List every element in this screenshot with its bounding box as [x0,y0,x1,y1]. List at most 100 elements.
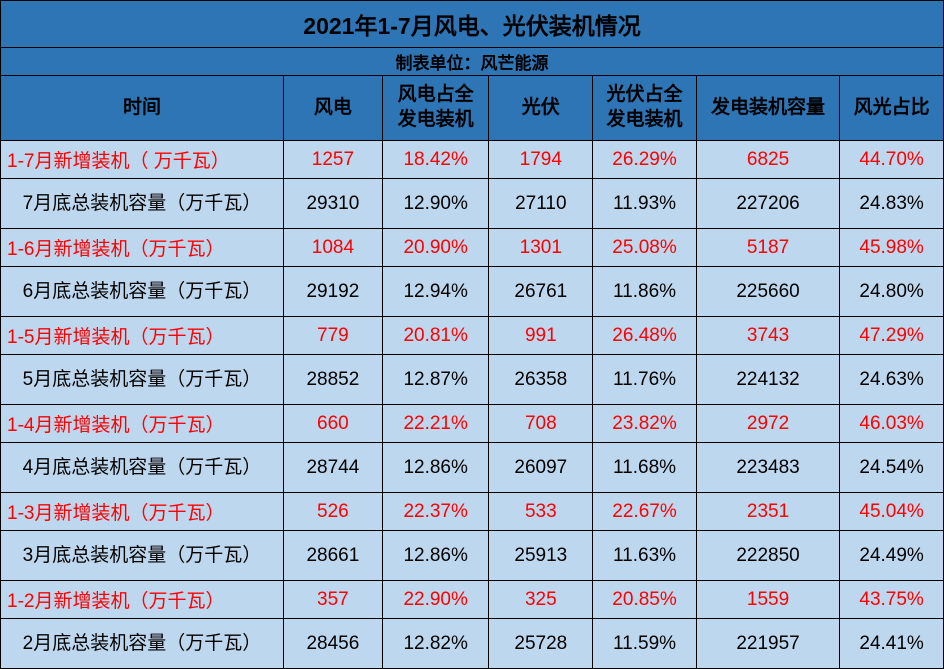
table-head-section: 2021年1-7月风电、光伏装机情况 制表单位：风芒能源 时间 风电 风电占全 … [0,0,944,141]
gen-capacity-value: 221957 [695,618,841,669]
solar-share-value: 11.76% [592,354,697,405]
solar-value: 27110 [488,178,594,229]
time-label: 1-7月新增装机（ 万千瓦） [0,140,284,179]
solar-share-value: 26.48% [592,316,697,355]
table-body: 1-7月新增装机（ 万千瓦） 1257 18.42% 1794 26.29% 6825 44… [0,140,944,669]
wind-share-value: 12.82% [381,618,490,669]
table-row: 2月底总装机容量（万千瓦） 28456 12.82% 25728 11.59% 22195… [0,618,944,669]
time-label: 5月底总装机容量（万千瓦） [0,354,284,405]
solar-value: 26097 [488,442,594,493]
table-row: 7月底总装机容量（万千瓦） 29310 12.90% 27110 11.93% 22720… [0,178,944,229]
table-row: 1-3月新增装机（万千瓦） 526 22.37% 533 22.67% 2351 45.04… [0,492,944,531]
wind-solar-ratio-value: 45.98% [839,228,944,267]
wind-value: 29192 [282,266,383,317]
page-title: 2021年1-7月风电、光伏装机情况 [0,0,944,48]
time-label: 1-4月新增装机（万千瓦） [0,404,284,443]
wind-share-value: 12.86% [381,442,490,493]
gen-capacity-value: 2972 [695,404,841,443]
wind-value: 28661 [282,530,383,581]
time-label: 1-3月新增装机（万千瓦） [0,492,284,531]
wind-value: 28456 [282,618,383,669]
wind-solar-ratio-value: 44.70% [839,140,944,179]
column-header-wind-solar-ratio: 风光占比 [839,75,944,141]
table-row: 1-6月新增装机（万千瓦） 1084 20.90% 1301 25.08% 5187 45.… [0,228,944,267]
wind-share-value: 18.42% [381,140,490,179]
wind-share-value: 22.37% [381,492,490,531]
wind-value: 28852 [282,354,383,405]
table-row: 1-7月新增装机（ 万千瓦） 1257 18.42% 1794 26.29% 6825 44… [0,140,944,179]
gen-capacity-value: 5187 [695,228,841,267]
solar-share-value: 25.08% [592,228,697,267]
table-title-row: 2021年1-7月风电、光伏装机情况 [0,0,944,48]
time-label: 3月底总装机容量（万千瓦） [0,530,284,581]
table-row: 5月底总装机容量（万千瓦） 28852 12.87% 26358 11.76% 22413… [0,354,944,405]
solar-share-value: 11.86% [592,266,697,317]
time-label: 1-5月新增装机（万千瓦） [0,316,284,355]
wind-value: 1084 [282,228,383,267]
solar-value: 25728 [488,618,594,669]
solar-value: 1794 [488,140,594,179]
solar-share-value: 23.82% [592,404,697,443]
solar-value: 25913 [488,530,594,581]
wind-share-value: 20.81% [381,316,490,355]
table-row: 4月底总装机容量（万千瓦） 28744 12.86% 26097 11.68% 22348… [0,442,944,493]
time-label: 2月底总装机容量（万千瓦） [0,618,284,669]
wind-solar-ratio-value: 24.63% [839,354,944,405]
table-subtitle: 制表单位：风芒能源 [0,47,944,76]
column-header-wind-share: 风电占全 发电装机 [381,75,490,141]
time-label: 1-2月新增装机（万千瓦） [0,580,284,619]
wind-value: 1257 [282,140,383,179]
gen-capacity-value: 222850 [695,530,841,581]
wind-value: 526 [282,492,383,531]
gen-capacity-value: 224132 [695,354,841,405]
column-header-solar: 光伏 [488,75,594,141]
column-header-solar-share: 光伏占全 发电装机 [592,75,697,141]
table-subtitle-row: 制表单位：风芒能源 [0,47,944,76]
wind-solar-ratio-value: 24.54% [839,442,944,493]
wind-solar-ratio-value: 24.49% [839,530,944,581]
wind-share-value: 12.87% [381,354,490,405]
wind-share-value: 12.90% [381,178,490,229]
wind-share-value: 22.21% [381,404,490,443]
table-row: 6月底总装机容量（万千瓦） 29192 12.94% 26761 11.86% 22566… [0,266,944,317]
table-row: 3月底总装机容量（万千瓦） 28661 12.86% 25913 11.63% 22285… [0,530,944,581]
column-header-gen-capacity: 发电装机容量 [695,75,841,141]
wind-value: 29310 [282,178,383,229]
table-row: 1-5月新增装机（万千瓦） 779 20.81% 991 26.48% 3743 47.29… [0,316,944,355]
solar-share-value: 22.67% [592,492,697,531]
time-label: 1-6月新增装机（万千瓦） [0,228,284,267]
gen-capacity-value: 2351 [695,492,841,531]
table-row: 1-2月新增装机（万千瓦） 357 22.90% 325 20.85% 1559 43.75… [0,580,944,619]
wind-solar-ratio-value: 24.80% [839,266,944,317]
solar-value: 26761 [488,266,594,317]
solar-share-value: 11.68% [592,442,697,493]
table-row: 1-4月新增装机（万千瓦） 660 22.21% 708 23.82% 2972 46.03… [0,404,944,443]
wind-share-value: 20.90% [381,228,490,267]
gen-capacity-value: 1559 [695,580,841,619]
solar-value: 708 [488,404,594,443]
wind-value: 660 [282,404,383,443]
solar-share-value: 11.59% [592,618,697,669]
column-header-time: 时间 [0,75,284,141]
solar-share-value: 11.93% [592,178,697,229]
wind-share-value: 12.94% [381,266,490,317]
time-label: 6月底总装机容量（万千瓦） [0,266,284,317]
solar-value: 1301 [488,228,594,267]
wind-solar-ratio-value: 47.29% [839,316,944,355]
solar-value: 26358 [488,354,594,405]
solar-share-value: 11.63% [592,530,697,581]
gen-capacity-value: 3743 [695,316,841,355]
solar-share-value: 26.29% [592,140,697,179]
wind-share-value: 22.90% [381,580,490,619]
wind-solar-ratio-value: 43.75% [839,580,944,619]
wind-solar-ratio-value: 45.04% [839,492,944,531]
gen-capacity-value: 223483 [695,442,841,493]
wind-value: 28744 [282,442,383,493]
gen-capacity-value: 225660 [695,266,841,317]
wind-share-value: 12.86% [381,530,490,581]
solar-value: 325 [488,580,594,619]
column-header-row: 时间 风电 风电占全 发电装机 光伏 光伏占全 发电装机 发电装机容量 风光占比 [0,75,944,141]
wind-solar-ratio-value: 24.41% [839,618,944,669]
wind-value: 357 [282,580,383,619]
